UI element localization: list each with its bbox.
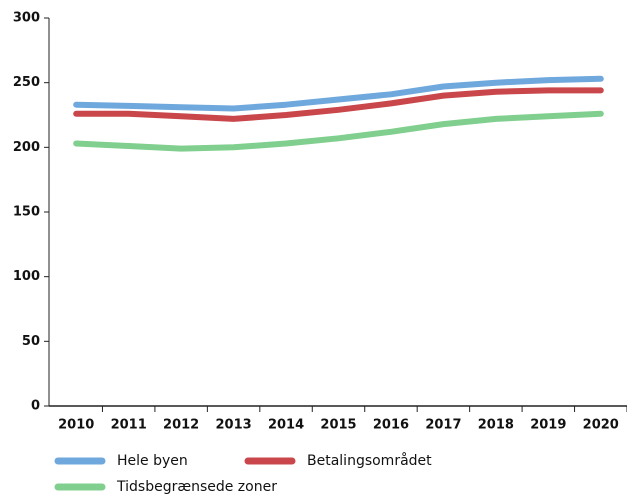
y-tick-label: 50 — [22, 334, 40, 349]
y-tick-label: 150 — [13, 205, 40, 220]
y-tick-label: 100 — [13, 269, 40, 284]
x-tick-label: 2016 — [373, 418, 409, 433]
series-line — [73, 87, 604, 122]
x-tick-label: 2020 — [583, 418, 619, 433]
x-tick-label: 2017 — [425, 418, 461, 433]
x-tick-label: 2019 — [530, 418, 566, 433]
legend-label: Betalingsområdet — [307, 452, 432, 469]
y-tick-label: 0 — [31, 399, 40, 414]
x-tick-label: 2010 — [58, 418, 94, 433]
x-tick-label: 2014 — [268, 418, 304, 433]
y-tick-label: 250 — [13, 75, 40, 90]
x-tick-label: 2015 — [320, 418, 356, 433]
x-tick-label: 2013 — [215, 418, 251, 433]
legend-label: Tidsbegrænsede zoner — [116, 479, 277, 494]
legend-label: Hele byen — [117, 453, 188, 469]
series-line — [73, 75, 604, 112]
series-line — [73, 110, 604, 152]
x-tick-label: 2018 — [478, 418, 514, 433]
x-tick-label: 2011 — [111, 418, 147, 433]
y-tick-label: 200 — [13, 140, 40, 155]
y-tick-label: 300 — [13, 11, 40, 26]
x-tick-label: 2012 — [163, 418, 199, 433]
